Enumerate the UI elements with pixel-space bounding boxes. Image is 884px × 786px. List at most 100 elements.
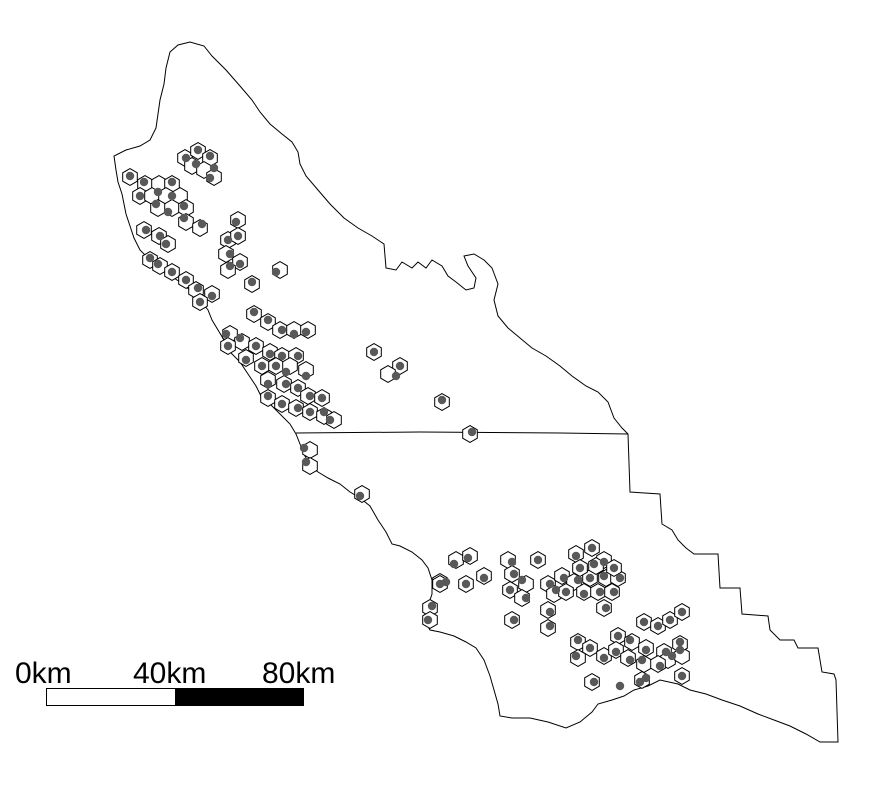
occurrence-point — [301, 457, 311, 467]
occurrence-point — [573, 635, 583, 645]
occurrence-point — [589, 677, 599, 687]
occurrence-point — [145, 253, 155, 263]
occurrence-point — [195, 297, 205, 307]
occurrence-point — [423, 615, 433, 625]
occurrence-point — [153, 259, 163, 269]
occurrence-point — [599, 557, 609, 567]
occurrence-point — [579, 589, 589, 599]
occurrence-point — [461, 579, 471, 589]
occurrence-point — [675, 645, 685, 655]
occurrence-point — [305, 407, 315, 417]
occurrence-point — [277, 325, 287, 335]
scale-segment-white — [46, 688, 176, 706]
occurrence-point — [613, 631, 623, 641]
occurrence-point — [637, 655, 647, 665]
occurrence-point — [265, 349, 275, 359]
occurrence-point — [139, 177, 149, 187]
occurrence-point — [181, 153, 191, 163]
occurrence-point — [437, 395, 447, 405]
occurrence-point — [205, 151, 215, 161]
occurrence-point — [163, 207, 173, 217]
occurrence-point — [667, 651, 677, 661]
occurrence-point — [193, 145, 203, 155]
occurrence-point — [675, 637, 685, 647]
occurrence-point — [677, 607, 687, 617]
occurrence-point — [325, 415, 335, 425]
occurrence-point — [167, 267, 177, 277]
occurrence-point — [205, 173, 215, 183]
occurrence-point — [141, 225, 151, 235]
scale-label-80: 80km — [262, 657, 336, 690]
occurrence-point — [125, 171, 135, 181]
internal-boundary — [295, 431, 629, 435]
occurrence-point — [641, 645, 651, 655]
occurrence-point — [263, 315, 273, 325]
occurrence-point — [575, 563, 585, 573]
occurrence-point — [435, 579, 445, 589]
occurrence-point — [587, 543, 597, 553]
occurrence-point — [505, 585, 515, 595]
occurrence-point — [167, 191, 177, 201]
occurrence-point — [615, 573, 625, 583]
occurrence-point — [241, 355, 251, 365]
occurrence-point — [427, 601, 437, 611]
occurrence-point — [281, 379, 291, 389]
occurrence-point — [589, 559, 599, 569]
occurrence-point — [463, 553, 473, 563]
occurrence-point — [251, 341, 261, 351]
occurrence-point — [167, 177, 177, 187]
occurrence-point — [317, 393, 327, 403]
occurrence-point — [231, 217, 241, 227]
occurrence-point — [153, 187, 163, 197]
occurrence-point — [179, 213, 189, 223]
occurrence-point — [551, 585, 561, 595]
scale-label-0: 0km — [15, 657, 72, 690]
occurrence-point — [301, 327, 311, 337]
occurrence-point — [197, 219, 207, 229]
occurrence-point — [571, 651, 581, 661]
occurrence-point — [655, 661, 665, 671]
occurrence-point — [599, 653, 609, 663]
occurrence-point — [223, 235, 233, 245]
occurrence-point — [319, 407, 329, 417]
occurrence-points — [125, 145, 687, 691]
occurrence-point — [391, 371, 401, 381]
occurrence-point — [599, 571, 609, 581]
occurrence-point — [249, 307, 259, 317]
occurrence-point — [573, 575, 583, 585]
occurrence-point — [271, 267, 281, 277]
occurrence-point — [615, 681, 625, 691]
occurrence-point — [609, 563, 619, 573]
occurrence-point — [601, 603, 611, 613]
occurrence-point — [609, 587, 619, 597]
occurrence-point — [263, 379, 273, 389]
occurrence-point — [467, 427, 477, 437]
occurrence-point — [571, 551, 581, 561]
occurrence-point — [521, 593, 531, 603]
occurrence-point — [235, 259, 245, 269]
occurrence-point — [665, 615, 675, 625]
hex-cell — [380, 365, 396, 383]
occurrence-point — [507, 557, 517, 567]
occurrence-point — [277, 399, 287, 409]
occurrence-point — [355, 491, 365, 501]
occurrence-point — [635, 677, 645, 687]
occurrence-point — [595, 587, 605, 597]
occurrence-point — [677, 671, 687, 681]
occurrence-point — [641, 673, 651, 683]
occurrence-point — [545, 579, 555, 589]
occurrence-point — [293, 403, 303, 413]
occurrence-point — [479, 573, 489, 583]
occurrence-point — [221, 329, 231, 339]
occurrence-point — [369, 347, 379, 357]
occurrence-point — [247, 277, 257, 287]
occurrence-point — [151, 199, 161, 209]
occurrence-point — [191, 159, 201, 169]
occurrence-point — [639, 617, 649, 627]
occurrence-point — [257, 361, 267, 371]
occurrence-point — [161, 239, 171, 249]
occurrence-point — [277, 351, 287, 361]
occurrence-point — [585, 573, 595, 583]
occurrence-point — [293, 383, 303, 393]
